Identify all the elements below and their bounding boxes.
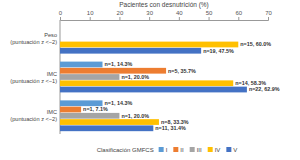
tick: 60 [235, 10, 242, 20]
tick: 70 [265, 10, 272, 20]
legend-swatch [190, 147, 195, 152]
data-label: n=22, 62.9% [249, 86, 280, 92]
x-axis: 0 10 20 30 40 50 60 70 [59, 10, 273, 21]
category-label: IMC(puntuación z <−2) [10, 109, 57, 122]
legend-swatch [226, 147, 231, 152]
legend-title: Clasificación GMFCS [97, 147, 154, 153]
data-label: n=5, 35.7% [168, 68, 196, 74]
bar [60, 62, 102, 68]
legend-item: III [190, 147, 202, 153]
axis-title: Pacientes con desnutrición (%) [119, 1, 209, 9]
category-label: IMC(puntuación z <−1) [10, 71, 57, 84]
legend-label: III [197, 147, 202, 153]
tick-mark [119, 17, 120, 20]
data-labels: n=1, 14.3% n=1, 14.3% n=5, 35.7% n=1, 7.1% n… [83, 41, 280, 131]
tick: 30 [146, 10, 153, 20]
bars [60, 42, 247, 132]
legend-swatch [208, 147, 213, 152]
plot: 0 10 20 30 40 50 60 70 Peso(puntuación z <−2) IMC… [10, 10, 279, 134]
data-label: n=19, 47.5% [203, 48, 234, 54]
data-label: n=1, 14.3% [104, 100, 132, 106]
legend-item: V [226, 147, 237, 153]
tick: 10 [87, 10, 94, 20]
chart: 0 10 20 30 40 50 60 70 Peso(puntuación z <−2) IMC… [0, 0, 300, 160]
tick-label: 60 [235, 10, 242, 16]
tick-label: 40 [176, 10, 183, 16]
category-label: Peso(puntuación z <−2) [10, 32, 57, 45]
data-label: n=14, 58.3% [235, 80, 266, 86]
legend-item: I [159, 147, 168, 153]
legend-item: IV [208, 147, 221, 153]
tick-label: 30 [146, 10, 153, 16]
tick-label: 10 [87, 10, 94, 16]
data-label: n=1, 20.0% [121, 113, 149, 119]
bar [60, 48, 201, 54]
axis-line [61, 17, 269, 21]
bar [60, 107, 81, 113]
bar [60, 100, 102, 106]
tick: 20 [117, 10, 124, 20]
data-label: n=1, 14.3% [104, 61, 132, 67]
bar [60, 68, 166, 74]
tick: 40 [176, 10, 183, 20]
tick-mark [209, 17, 210, 20]
legend-item: II [173, 147, 184, 153]
tick-mark [60, 17, 61, 20]
bar [60, 87, 247, 93]
legend-swatch [173, 147, 178, 152]
legend-label: IV [215, 147, 221, 153]
data-label: n=1, 7.1% [83, 106, 108, 112]
legend-label: I [166, 147, 168, 153]
tick-label: 50 [206, 10, 213, 16]
tick-label: 70 [265, 10, 272, 16]
bar [60, 119, 159, 125]
legend-swatch [159, 147, 164, 152]
bar [60, 125, 153, 131]
bar [60, 80, 233, 86]
bar [60, 42, 238, 48]
tick-label: 20 [117, 10, 124, 16]
data-label: n=8, 33.3% [161, 119, 189, 125]
tick: 0 [59, 10, 63, 20]
data-label: n=1, 20.0% [121, 74, 149, 80]
legend: Clasificación GMFCSIIIIIIIVV [97, 147, 238, 153]
tick-mark [179, 17, 180, 20]
tick-mark [90, 17, 91, 20]
tick-mark [268, 17, 269, 20]
tick-mark [149, 17, 150, 20]
bar [60, 74, 119, 80]
tick-label: 0 [59, 10, 63, 16]
legend-label: V [233, 147, 237, 153]
legend-label: II [180, 147, 184, 153]
data-label: n=15, 60.0% [240, 41, 271, 47]
tick-mark [238, 17, 239, 20]
data-label: n=11, 31.4% [155, 125, 186, 131]
tick: 50 [206, 10, 213, 20]
bar [60, 113, 119, 119]
